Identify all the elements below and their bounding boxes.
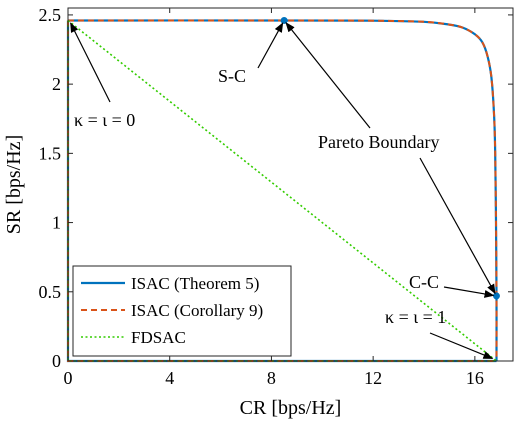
annotation-cc: C-C	[409, 272, 439, 292]
x-axis-label: CR [bps/Hz]	[240, 397, 342, 419]
x-tick-label: 0	[64, 368, 73, 388]
annotation-pareto1: Pareto Boundary	[318, 132, 439, 152]
annotation-k1: κ = ι = 1	[385, 307, 446, 327]
y-axis-label: SR [bps/Hz]	[3, 135, 25, 234]
x-tick-label: 8	[267, 368, 276, 388]
axes-box	[67, 7, 514, 362]
annotation-arrow-k0	[70, 22, 111, 103]
data-marker-2	[492, 292, 500, 300]
annotation-arrow-pareto1	[285, 22, 371, 129]
x-tick-label: 4	[165, 368, 174, 388]
x-tick-label: 16	[466, 368, 484, 388]
legend-label-2: ISAC (Corollary 9)	[131, 301, 263, 320]
y-tick-label: 2.5	[39, 5, 62, 25]
annotation-arrow-k1	[429, 332, 494, 360]
annotation-arrow-cc	[443, 286, 495, 298]
y-tick-label: 1	[52, 213, 61, 233]
y-tick-label: 1.5	[39, 143, 62, 163]
annotation-arrow-pareto2	[419, 157, 496, 295]
y-tick-label: 2	[52, 74, 61, 94]
y-tick-label: 0	[52, 351, 61, 371]
annotation-arrow-sc	[257, 22, 284, 69]
legend-label-1: ISAC (Theorem 5)	[131, 274, 259, 293]
series-line-2	[67, 19, 498, 362]
x-tick-label: 12	[364, 368, 382, 388]
series-line-3	[67, 19, 497, 362]
annotation-sc: S-C	[218, 66, 246, 86]
y-tick-label: 0.5	[39, 282, 62, 302]
legend-label-3: FDSAC	[131, 328, 186, 347]
legend-box	[72, 265, 292, 357]
annotation-k0: κ = ι = 0	[74, 110, 135, 130]
